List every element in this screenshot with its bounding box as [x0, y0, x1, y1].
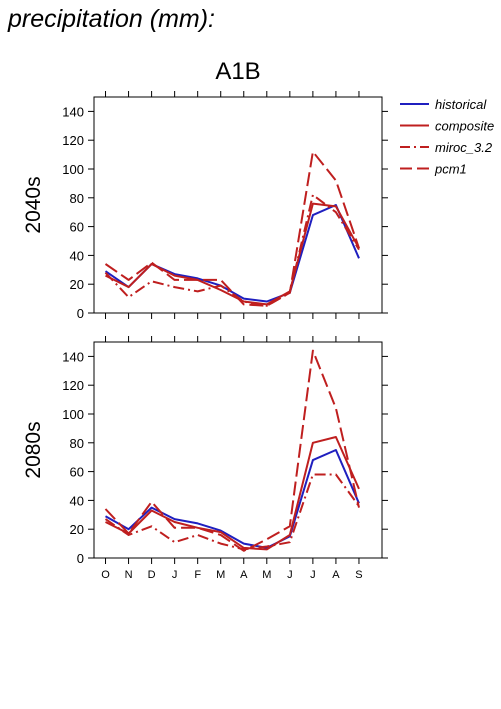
y-tick-label: 40: [70, 248, 84, 263]
series-line-miroc-3-2: [104, 193, 360, 307]
legend-label: miroc_3.2: [435, 140, 493, 155]
y-tick-label: 40: [70, 493, 84, 508]
x-tick-label: S: [355, 569, 362, 581]
x-tick-label: J: [310, 569, 316, 581]
plot-frame: [93, 341, 383, 559]
x-tick-label: M: [262, 569, 271, 581]
panel-label: 2080s: [22, 421, 45, 478]
scenario-title: A1B: [215, 58, 260, 85]
x-tick-label: A: [332, 569, 340, 581]
y-tick-label: 120: [62, 378, 84, 393]
x-tick-label: F: [194, 569, 201, 581]
y-tick-label: 140: [62, 104, 84, 119]
y-tick-label: 100: [62, 162, 84, 177]
legend-label: composite: [435, 119, 494, 134]
y-tick-label: 120: [62, 133, 84, 148]
legend-label: pcm1: [434, 162, 467, 177]
y-tick-label: 20: [70, 522, 84, 537]
panel-2080s: 0 20 40 60 80 100 120 140 O N D J F M A M J J A S 2080s: [22, 336, 388, 581]
series-line-historical: [105, 449, 360, 549]
figure-title: precipitation (mm):: [7, 5, 215, 33]
x-tick-label: J: [287, 569, 293, 581]
x-tick-label: N: [125, 569, 133, 581]
series-line-composite: [105, 436, 360, 551]
y-tick-label: 0: [77, 551, 84, 566]
y-tick-label: 80: [70, 191, 84, 206]
series-line-pcm1: [104, 349, 360, 552]
plot-frame: [93, 96, 383, 314]
panel-2040s: 0 20 40 60 80 100 120 140 2040s: [22, 91, 388, 321]
series-line-miroc-3-2: [104, 473, 360, 551]
y-tick-label: 20: [70, 277, 84, 292]
x-tick-label: O: [101, 569, 110, 581]
y-tick-label: 80: [70, 436, 84, 451]
x-tick-label: J: [172, 569, 178, 581]
y-tick-label: 140: [62, 349, 84, 364]
series-line-composite: [105, 202, 360, 306]
panel-label: 2040s: [22, 176, 45, 233]
x-tick-label: M: [216, 569, 225, 581]
series-line-pcm1: [104, 150, 360, 307]
x-tick-label: A: [240, 569, 248, 581]
y-tick-label: 60: [70, 220, 84, 235]
legend: historical composite miroc_3.2 pcm1: [400, 97, 494, 177]
legend-label: historical: [435, 97, 487, 112]
y-tick-label: 60: [70, 465, 84, 480]
y-tick-label: 0: [77, 306, 84, 321]
x-tick-label: D: [148, 569, 156, 581]
y-tick-label: 100: [62, 407, 84, 422]
